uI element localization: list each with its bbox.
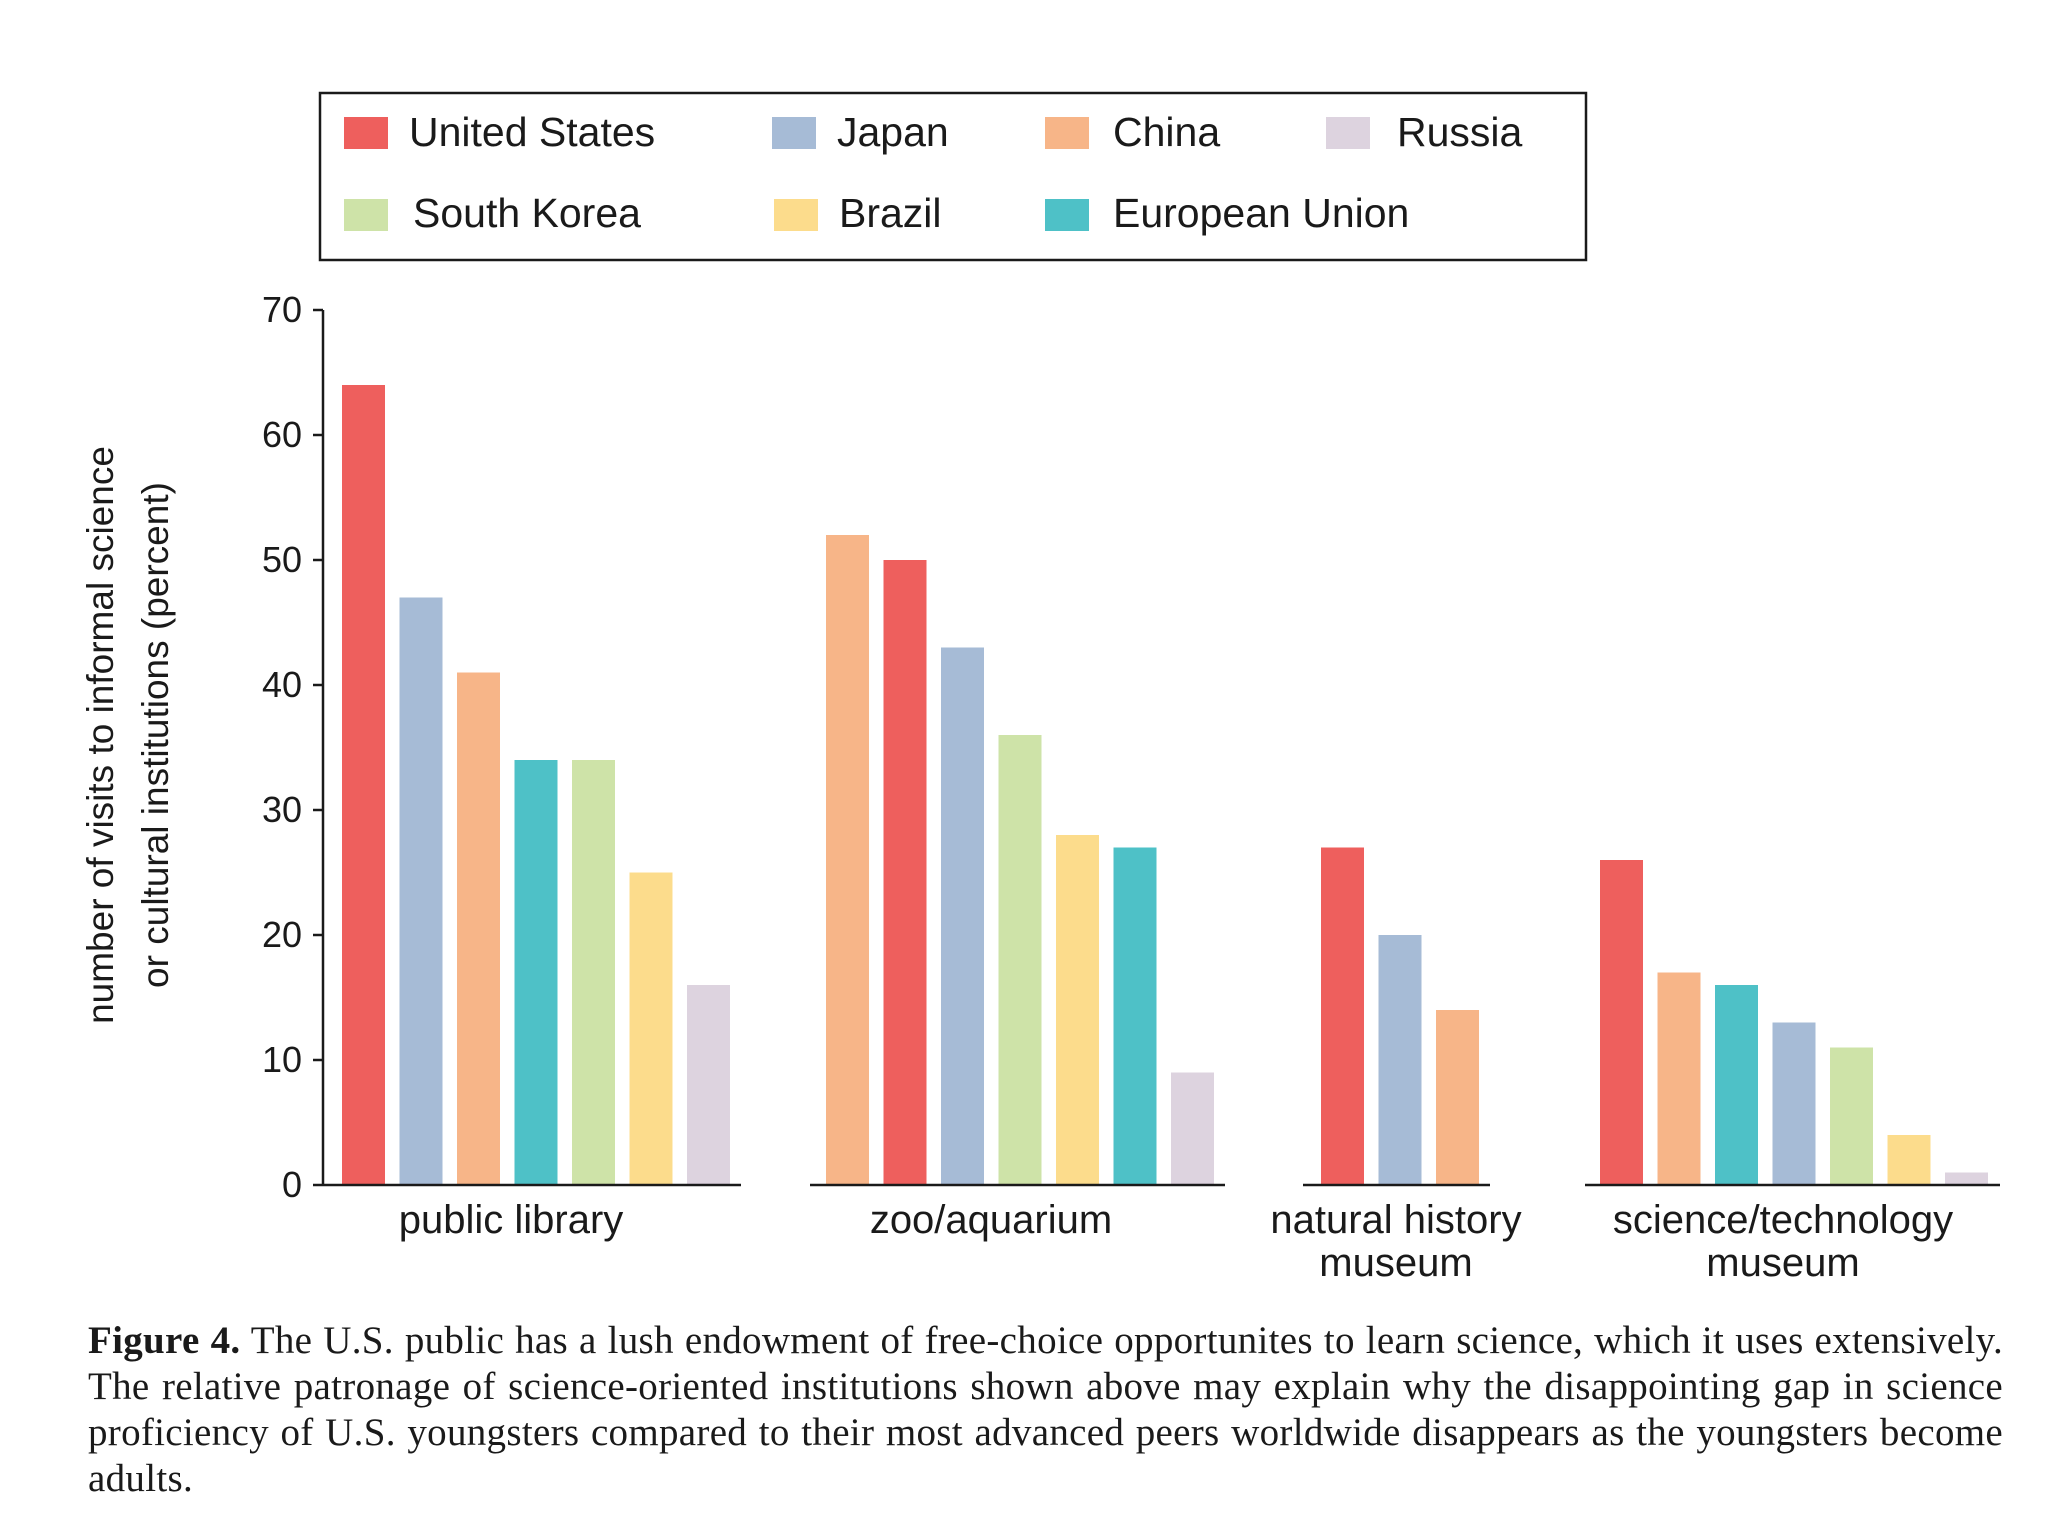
- legend-swatch-brazil: [774, 199, 818, 231]
- bar-united-states: [883, 560, 927, 1185]
- bar-russia: [1945, 1172, 1988, 1185]
- bar-european-union: [1715, 985, 1758, 1185]
- bar-china: [457, 672, 500, 1185]
- category-label: science/technology: [1613, 1198, 1953, 1242]
- legend-label-china: China: [1113, 109, 1220, 155]
- legend-box: [318, 91, 1588, 262]
- bar-japan: [399, 597, 443, 1185]
- legend-swatch-japan: [772, 117, 816, 149]
- category-label: public library: [399, 1198, 624, 1242]
- category-label: zoo/aquarium: [870, 1198, 1112, 1242]
- bar-russia: [1171, 1072, 1214, 1185]
- bar-brazil: [1887, 1135, 1931, 1185]
- bar-european-union: [514, 760, 558, 1185]
- legend-swatch-south-korea: [344, 199, 388, 231]
- y-axis-label-line: or cultural institutions (percent): [135, 482, 176, 988]
- legend-label-russia: Russia: [1397, 109, 1523, 155]
- bar-japan: [1772, 1022, 1816, 1185]
- bar-chart: United States Japan China Russia South Korea…: [80, 91, 2000, 1285]
- bar-brazil: [629, 872, 673, 1185]
- bar-china: [1436, 1010, 1479, 1185]
- y-tick-label: 50: [262, 539, 302, 580]
- category-label: museum: [1319, 1241, 1472, 1285]
- legend-swatch-united-states: [344, 117, 388, 149]
- y-tick-label: 10: [262, 1039, 302, 1080]
- legend-swatch-russia: [1326, 117, 1370, 149]
- legend-label-south-korea: South Korea: [413, 190, 641, 236]
- legend-label-united-states: United States: [409, 109, 655, 155]
- bar-united-states: [1600, 860, 1643, 1185]
- y-tick-label: 30: [262, 789, 302, 830]
- bar-china: [826, 535, 869, 1185]
- legend-swatch-european-union: [1045, 199, 1089, 231]
- legend-label-japan: Japan: [837, 109, 949, 155]
- bar-european-union: [1113, 847, 1157, 1185]
- x-axis: public library zoo/aquarium natural histor…: [323, 1183, 2000, 1285]
- y-tick-label: 40: [262, 664, 302, 705]
- bar-china: [1657, 972, 1701, 1185]
- bar-south-korea: [998, 735, 1042, 1185]
- y-axis: 0 10 20 30 40 50 60 70: [262, 289, 325, 1205]
- bar-russia: [687, 985, 730, 1185]
- bars: [342, 385, 1988, 1185]
- y-axis-label: number of visits to informal science or c…: [80, 446, 176, 1024]
- figure-caption: Figure 4. The U.S. public has a lush end…: [88, 1318, 2003, 1502]
- y-tick-label: 20: [262, 914, 302, 955]
- bar-south-korea: [1830, 1047, 1873, 1185]
- bar-united-states: [342, 385, 385, 1185]
- legend-label-brazil: Brazil: [839, 190, 942, 236]
- bar-japan: [941, 647, 984, 1185]
- legend-swatch-china: [1045, 117, 1089, 149]
- caption-text: The U.S. public has a lush endowment of …: [88, 1319, 2003, 1500]
- caption-label: Figure 4.: [88, 1319, 241, 1362]
- bar-united-states: [1321, 847, 1364, 1185]
- y-tick-label: 0: [282, 1164, 302, 1205]
- y-tick-label: 70: [262, 289, 302, 330]
- bar-brazil: [1056, 835, 1099, 1185]
- y-tick-label: 60: [262, 414, 302, 455]
- bar-south-korea: [572, 760, 615, 1185]
- bar-japan: [1378, 935, 1422, 1185]
- y-axis-label-line: number of visits to informal science: [80, 446, 121, 1024]
- legend: United States Japan China Russia South Korea…: [318, 91, 1588, 262]
- category-label: natural history: [1270, 1198, 1521, 1242]
- legend-label-european-union: European Union: [1113, 190, 1409, 236]
- category-label: museum: [1706, 1241, 1859, 1285]
